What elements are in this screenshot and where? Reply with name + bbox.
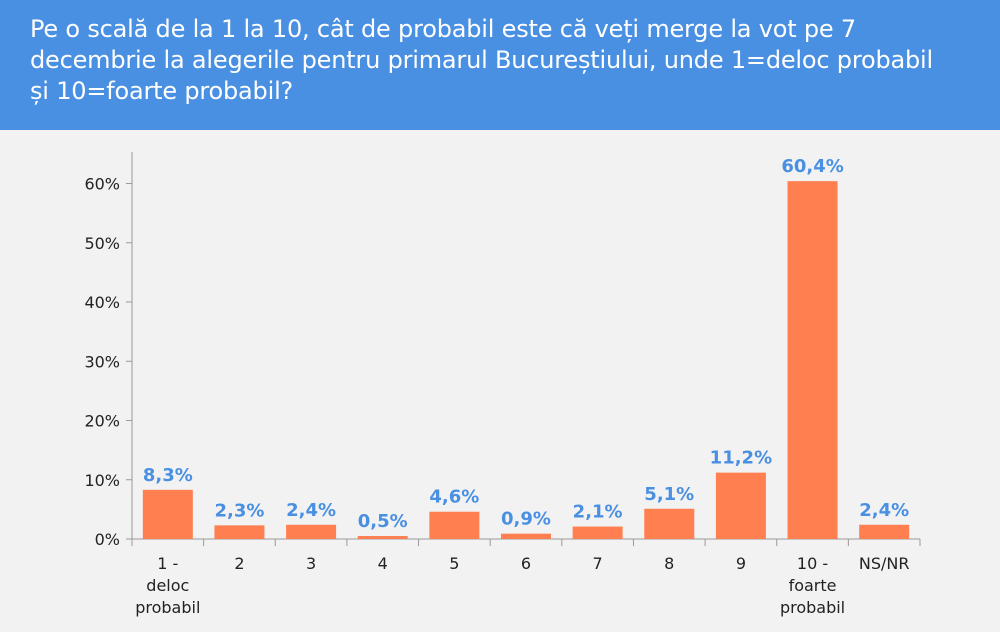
- category-label: NS/NR: [859, 554, 910, 573]
- data-label: 8,3%: [143, 465, 193, 486]
- data-label: 0,5%: [358, 511, 408, 532]
- data-label: 5,1%: [644, 484, 694, 505]
- data-label: 2,1%: [573, 502, 623, 523]
- bar: [859, 524, 910, 539]
- bar: [142, 489, 193, 539]
- category-label: 8: [664, 554, 674, 573]
- y-tick-label: 60%: [84, 175, 120, 194]
- data-label: 11,2%: [710, 448, 772, 469]
- category-label: 4: [378, 554, 388, 573]
- category-label: 5: [449, 554, 459, 573]
- y-tick-label: 50%: [84, 234, 120, 253]
- y-tick-label: 40%: [84, 293, 120, 312]
- data-label: 2,4%: [859, 500, 909, 521]
- category-label: 10 -foarte probabil: [780, 554, 845, 617]
- category-label: 2: [234, 554, 244, 573]
- question-header: Pe o scală de la 1 la 10, cât de probabi…: [0, 0, 1000, 130]
- bar: [501, 533, 551, 539]
- bar: [715, 472, 766, 539]
- data-label: 2,4%: [286, 500, 336, 521]
- bar: [429, 511, 480, 539]
- data-label: 4,6%: [429, 487, 479, 508]
- category-label: 1 -deloc probabil: [135, 554, 200, 617]
- data-label: 60,4%: [781, 156, 843, 177]
- bar: [572, 526, 623, 539]
- question-title: Pe o scală de la 1 la 10, cât de probabi…: [30, 15, 933, 105]
- data-label: 0,9%: [501, 509, 551, 530]
- bar: [787, 181, 838, 539]
- category-label: 3: [306, 554, 316, 573]
- y-tick-label: 30%: [84, 352, 120, 371]
- y-tick-label: 0%: [95, 530, 120, 549]
- category-label: 9: [736, 554, 746, 573]
- category-label: 7: [593, 554, 603, 573]
- bar-chart: 0% 10% 20% 30% 40% 50% 60% 8,3% 1 -deloc probabil…: [84, 152, 921, 617]
- y-tick-label: 20%: [84, 412, 120, 431]
- data-label: 2,3%: [214, 500, 264, 521]
- bar: [357, 536, 408, 539]
- y-tick-label: 10%: [84, 471, 120, 490]
- bar: [644, 508, 695, 539]
- chart-area: 0% 10% 20% 30% 40% 50% 60% 8,3% 1 -deloc probabil…: [0, 130, 1000, 632]
- category-label: 6: [521, 554, 531, 573]
- bar: [214, 525, 265, 539]
- bar: [286, 524, 337, 539]
